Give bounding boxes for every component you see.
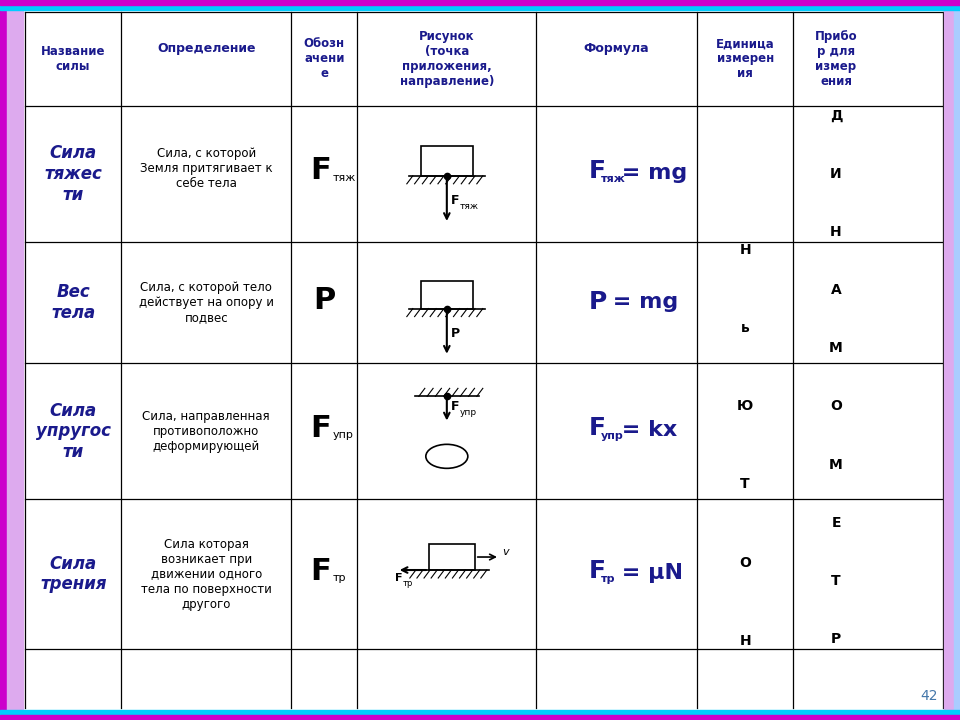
Bar [0,710,960,715]
Text: тяж: тяж [332,173,355,183]
Text: Прибо
р для
измер
ения: Прибо р для измер ения [815,30,857,88]
Text: тяж: тяж [601,174,626,184]
Text: упр: упр [460,408,477,418]
Text: P: P [451,327,460,340]
Text: Н: Н [830,225,842,239]
Bar [0,5,960,10]
Text: тр: тр [332,573,346,583]
Text: Н: Н [739,634,751,648]
Text: Формула: Формула [584,42,650,55]
Text: = mg: = mg [613,163,687,183]
Text: = mg: = mg [605,292,678,312]
Text: Сила, с которой тело
действует на опору и
подвес: Сила, с которой тело действует на опору … [139,281,274,324]
Text: Сила, с которой
Земля притягивает к
себе тела: Сила, с которой Земля притягивает к себе… [140,148,273,190]
Text: F: F [451,400,459,413]
Bar [0,0,960,5]
Text: М: М [829,457,843,472]
Bar [954,0,960,720]
Text: Т: Т [831,574,841,588]
Bar [420,146,473,176]
Text: Р: Р [831,632,841,646]
Text: 42: 42 [921,689,938,703]
Text: О: О [739,556,751,570]
Text: Определение: Определение [157,42,255,55]
Text: Название
силы: Название силы [41,45,106,73]
Text: Сила
тяжес
ти: Сила тяжес ти [44,144,102,204]
Text: Сила
упругос
ти: Сила упругос ти [36,402,110,461]
Bar [7,0,23,720]
Text: = μN: = μN [613,563,683,583]
Text: упр: упр [601,431,623,441]
Text: И: И [830,167,842,181]
Text: Вес
тела: Вес тела [51,283,95,322]
Text: тяж: тяж [460,202,479,211]
Text: упр: упр [332,431,353,441]
Text: Сила, направленная
противоположно
деформирующей: Сила, направленная противоположно деформ… [142,410,270,453]
Text: F: F [588,416,606,441]
Text: А: А [830,283,841,297]
Text: v: v [502,547,509,557]
Bar [429,544,475,570]
Text: F: F [588,159,606,183]
Text: P: P [588,289,607,314]
Text: F: F [451,194,459,207]
Text: P: P [313,286,335,315]
Text: М: М [829,341,843,356]
Text: Рисунок
(точка
приложения,
направление): Рисунок (точка приложения, направление) [399,30,494,88]
Text: Т: Т [740,477,750,491]
Text: F: F [310,557,330,585]
Text: Сила
трения: Сила трения [40,554,107,593]
Bar [420,281,473,309]
Text: Ю: Ю [737,399,754,413]
Text: ь: ь [741,321,750,335]
Text: Д: Д [829,109,842,123]
Text: F: F [310,156,330,185]
Text: F: F [395,573,402,583]
Text: О: О [830,400,842,413]
Text: тр: тр [403,579,413,588]
Text: Н: Н [739,243,751,257]
Text: Е: Е [831,516,841,530]
Bar [0,0,7,720]
Bar [0,715,960,720]
Bar [944,0,954,720]
Text: F: F [588,559,606,583]
Text: Единица
измерен
ия: Единица измерен ия [716,37,775,81]
Text: = kx: = kx [613,420,677,441]
Text: F: F [310,414,330,443]
Text: тр: тр [601,574,615,584]
Text: Обозн
ачени
е: Обозн ачени е [303,37,345,81]
Text: Сила которая
возникает при
движении одного
тела по поверхности
другого: Сила которая возникает при движении одно… [141,538,272,611]
